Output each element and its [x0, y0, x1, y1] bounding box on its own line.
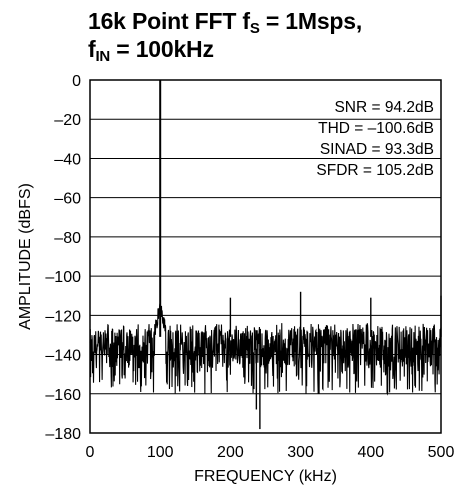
plot-frame: [89, 79, 442, 434]
chart-title-line-2: fIN = 100kHz: [88, 36, 214, 65]
x-axis-label: FREQUENCY (kHz): [194, 468, 337, 485]
metrics-annotations: SNR = 94.2dB THD = –100.6dB SINAD = 93.3dB…: [316, 99, 434, 179]
y-tick-label: –40: [54, 151, 81, 168]
y-tick-label: –140: [45, 348, 81, 365]
annotation-text: SINAD = 93.3dB: [320, 141, 434, 158]
y-tick-label: –100: [45, 269, 81, 286]
y-axis-label: AMPLITUDE (dBFS): [17, 183, 34, 330]
y-tick-label: –180: [45, 426, 81, 443]
annotation-text: SNR = 94.2dB: [334, 99, 434, 116]
x-tick-label: 400: [357, 444, 384, 461]
y-tick-label: –160: [45, 387, 81, 404]
y-tick-label: –80: [54, 230, 81, 247]
annotation-text: SFDR = 105.2dB: [316, 162, 434, 179]
x-tick-label: 500: [428, 444, 455, 461]
y-tick-label: –60: [54, 191, 81, 208]
grid-lines: [90, 118, 441, 395]
annotation-text: THD = –100.6dB: [318, 120, 434, 137]
x-tick-label: 100: [147, 444, 174, 461]
x-tick-label: 0: [86, 444, 95, 461]
y-tick-label: –120: [45, 308, 81, 325]
noise-floor-trace: [89, 303, 442, 396]
x-tick-label: 200: [217, 444, 244, 461]
y-tick-labels: 0 –20 –40 –60 –80 –100 –120 –140 –160 –180: [45, 73, 81, 443]
chart-title-line-1: 16k Point FFT fS = 1Msps,: [88, 8, 363, 37]
x-tick-label: 300: [287, 444, 314, 461]
y-tick-label: –20: [54, 112, 81, 129]
x-tick-labels: 0 100 200 300 400 500: [86, 444, 455, 461]
y-tick-label: 0: [72, 73, 81, 90]
